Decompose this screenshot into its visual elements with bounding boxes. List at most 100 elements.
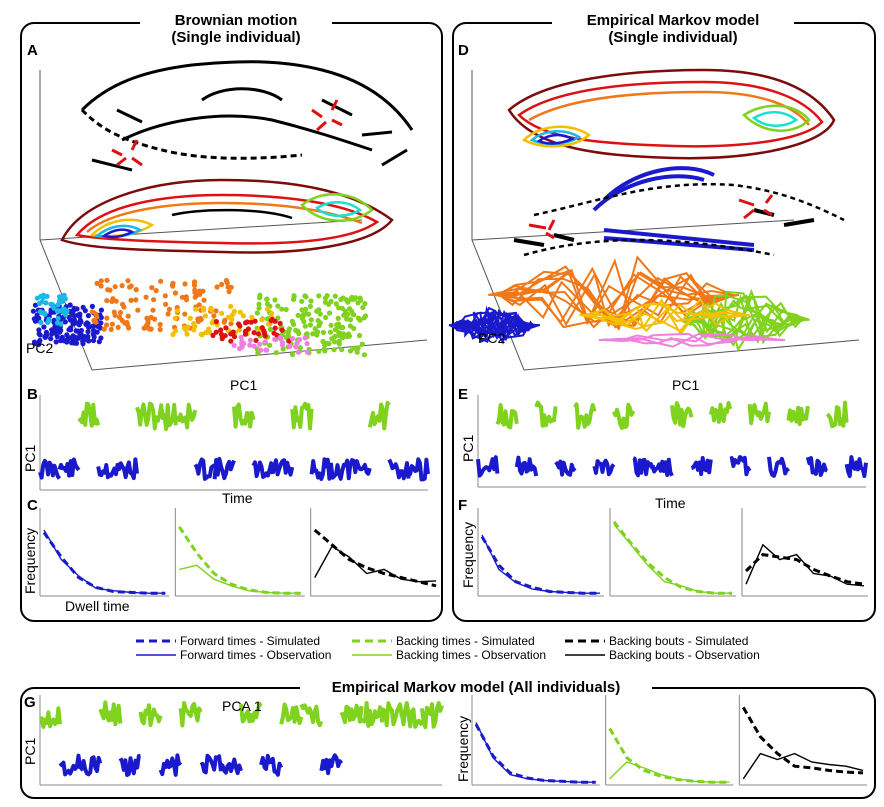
scatter-point xyxy=(310,331,316,337)
scatter-point xyxy=(191,280,198,286)
scatter-point xyxy=(104,298,110,304)
scatter-point xyxy=(223,277,229,284)
hist-line-forward-times-observation xyxy=(481,534,600,594)
trace-segment-backing xyxy=(299,703,324,728)
scatter-point xyxy=(332,293,338,299)
scatter-point xyxy=(300,313,306,319)
scatter-point xyxy=(77,313,83,319)
scatter-point xyxy=(54,320,61,326)
scatter-point xyxy=(296,330,302,337)
trace-segment-backing xyxy=(825,400,849,429)
scatter-point xyxy=(135,307,141,313)
scatter-point xyxy=(36,300,42,307)
scatter-point xyxy=(152,316,158,322)
scatter-point xyxy=(345,331,351,337)
scatter-point xyxy=(71,340,77,346)
scatter-point xyxy=(253,337,259,343)
scatter-point xyxy=(119,317,125,324)
contour-layer xyxy=(60,178,394,254)
scatter-point xyxy=(141,325,147,331)
scatter-point xyxy=(46,316,52,322)
trace-segment-forward xyxy=(407,457,430,482)
trace-segment-forward xyxy=(476,455,500,478)
scatter-point xyxy=(320,338,326,345)
scatter-point xyxy=(255,331,261,337)
scatter-point xyxy=(72,320,78,326)
trace-segment-backing xyxy=(534,400,558,428)
scatter-point xyxy=(85,333,91,340)
scatter-point xyxy=(90,327,97,333)
scatter-point xyxy=(192,323,198,329)
trace-segment-backing xyxy=(359,701,384,728)
dwell-histograms-F xyxy=(477,508,868,597)
scatter-point xyxy=(172,315,178,321)
scatter-point xyxy=(68,327,74,333)
trace-segment-forward xyxy=(270,458,295,477)
scatter-point xyxy=(206,326,212,332)
scatter-point xyxy=(269,310,275,317)
trace-segment-forward xyxy=(690,456,713,476)
scatter-point xyxy=(277,320,283,326)
scatter-point xyxy=(170,331,176,337)
scatter-point xyxy=(32,302,38,308)
scatter-point xyxy=(104,322,110,328)
scatter-point xyxy=(90,337,97,344)
scatter-point xyxy=(90,323,96,329)
scatter-point xyxy=(112,284,118,290)
scatter-point xyxy=(272,336,278,342)
scatter-point xyxy=(96,339,102,345)
scatter-point xyxy=(77,317,83,323)
dwell-histograms-G xyxy=(471,695,867,786)
scatter-point xyxy=(223,325,229,331)
scatter-point xyxy=(322,299,328,305)
scatter-point xyxy=(63,312,69,318)
scatter-point xyxy=(201,307,207,313)
scatter-point xyxy=(328,322,334,328)
scatter-point xyxy=(308,317,314,323)
scatter-point xyxy=(209,320,215,326)
trace-segment-forward xyxy=(592,458,616,477)
scatter-point xyxy=(151,297,157,303)
scatter-point xyxy=(38,319,44,325)
scatter-point xyxy=(105,287,111,293)
scatter-point xyxy=(174,308,180,314)
trajectory-line xyxy=(492,265,733,315)
scatter-point xyxy=(259,317,265,323)
scatter-point xyxy=(289,351,296,358)
scatter-point xyxy=(213,319,219,325)
scatter-point xyxy=(294,340,300,346)
scatter-point xyxy=(62,319,68,325)
scatter-point xyxy=(74,306,80,312)
scatter-point xyxy=(162,293,168,299)
hist-line-backing-times-simulated xyxy=(178,525,301,595)
trace-segment-backing xyxy=(156,402,178,431)
scatter-point xyxy=(352,295,359,301)
scatter-point xyxy=(193,306,199,312)
scatter-point xyxy=(55,315,61,321)
scatter-point xyxy=(266,321,272,327)
trajectory-line xyxy=(489,271,730,320)
scatter-point xyxy=(323,314,329,321)
trajectory-line xyxy=(494,270,734,331)
trace-segment-backing xyxy=(135,401,159,431)
trace-segment-backing xyxy=(174,402,198,430)
trajectory-line xyxy=(580,303,747,324)
trace-segment-forward xyxy=(319,753,344,776)
axis-label-pc2-A: PC2 xyxy=(26,340,54,356)
scatter-point xyxy=(149,285,155,291)
scatter-point xyxy=(98,307,104,313)
trajectory-line xyxy=(608,332,780,343)
trace-segment-backing xyxy=(290,401,314,431)
scatter-point xyxy=(287,343,293,349)
trace-segment-backing xyxy=(379,701,404,728)
scatter-point xyxy=(98,314,104,321)
trace-segment-forward xyxy=(199,753,223,775)
timeseries-B xyxy=(38,395,430,491)
scatter-point xyxy=(104,315,110,321)
axis-label-pc2-D: PC2 xyxy=(478,330,506,346)
scatter-point xyxy=(64,332,70,338)
scatter-point xyxy=(226,289,232,295)
scatter-point xyxy=(165,311,171,317)
hist-line-backing-bouts-observation xyxy=(745,543,865,587)
label-A: A xyxy=(27,42,38,59)
